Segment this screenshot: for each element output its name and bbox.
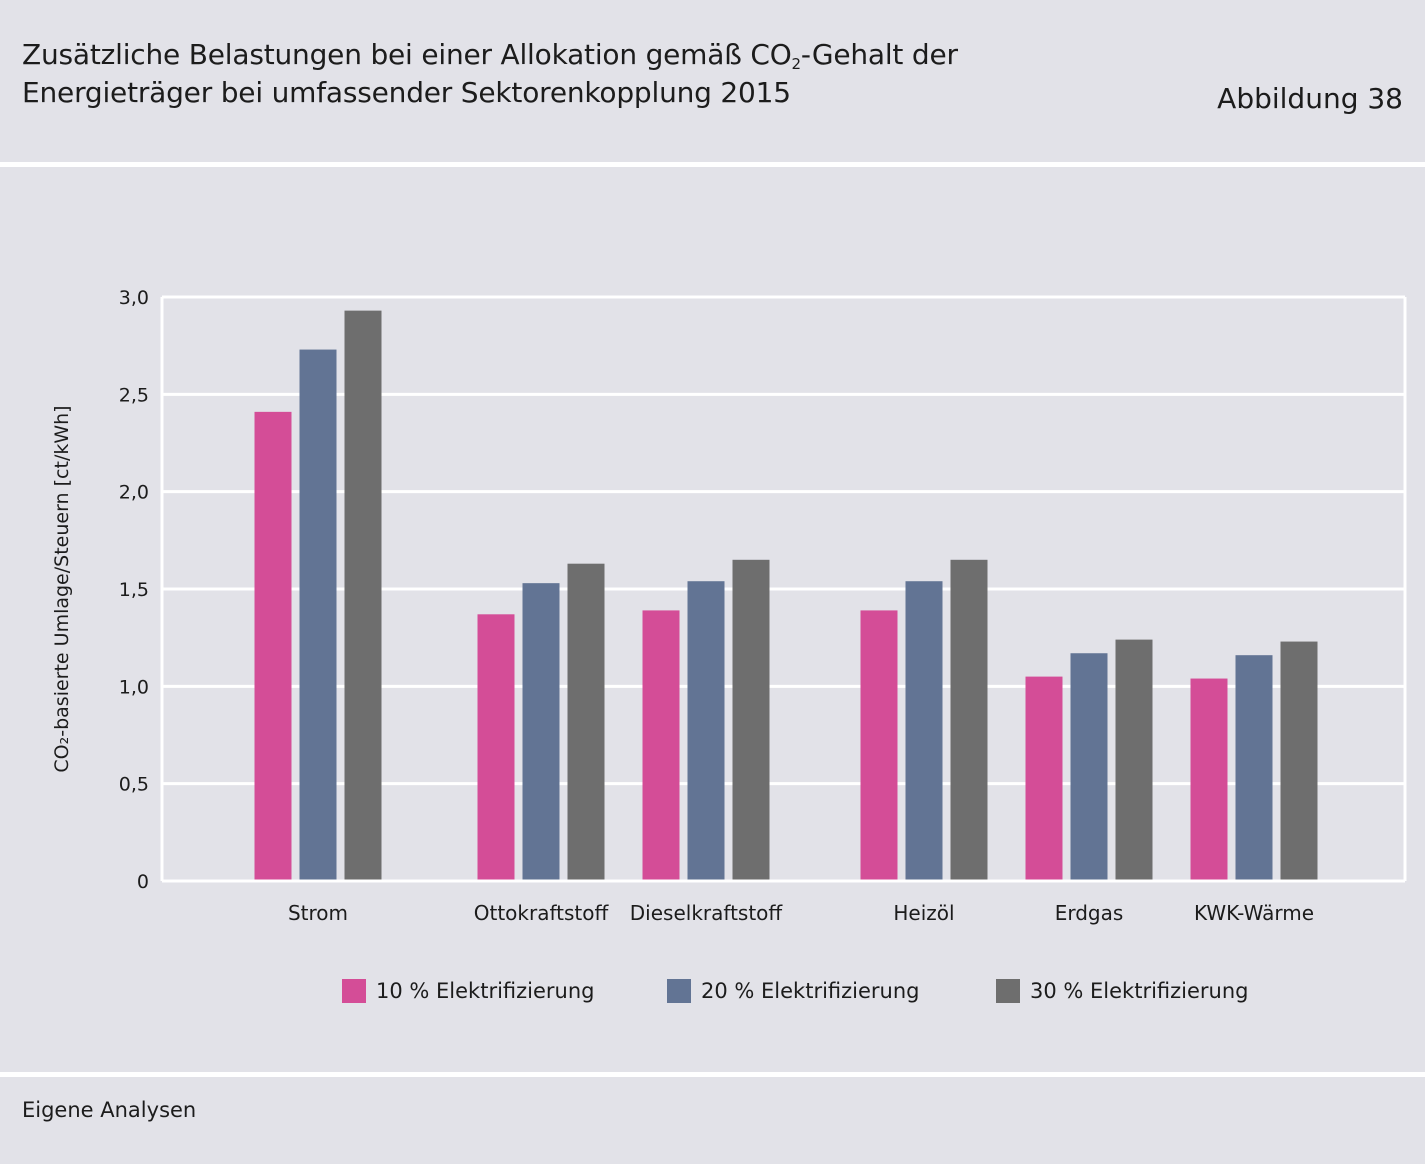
bar-kwk-wärme-series-1 [1190, 678, 1228, 880]
bar-erdgas-series-3 [1115, 639, 1153, 880]
legend-label: 20 % Elektrifizierung [701, 979, 920, 1003]
bar-strom-series-3 [344, 310, 382, 880]
y-tick-label: 0 [137, 871, 149, 893]
bar-chart: 0 0,5 1,0 1,5 2,0 2,5 3,0 CO₂-basierte Umlage/S… [51, 287, 1407, 925]
bar-heizöl-series-3 [950, 559, 988, 880]
legend-item: 10 % Elektrifizierung [342, 979, 595, 1003]
bar-heizöl-series-1 [860, 610, 898, 880]
legend-label: 10 % Elektrifizierung [376, 979, 595, 1003]
bar-ottokraftstoff-series-3 [567, 563, 605, 880]
figure-header: Zusätzliche Belastungen bei einer Alloka… [0, 0, 1425, 162]
x-category-label: KWK-Wärme [1194, 901, 1314, 925]
y-tick-label: 2,0 [119, 482, 149, 504]
bar-strom-series-1 [254, 411, 292, 880]
x-category-label: Ottokraftstoff [474, 901, 610, 925]
bar-heizöl-series-2 [905, 581, 943, 880]
legend-swatch [342, 979, 366, 1003]
figure-title: Zusätzliche Belastungen bei einer Alloka… [22, 36, 958, 112]
y-axis-title: CO₂-basierte Umlage/Steuern [ct/kWh] [51, 405, 73, 772]
bar-kwk-wärme-series-2 [1235, 655, 1273, 880]
bar-strom-series-2 [299, 349, 337, 880]
legend-swatch [667, 979, 691, 1003]
bar-dieselkraftstoff-series-1 [642, 610, 680, 880]
figure-number: Abbildung 38 [1217, 82, 1403, 115]
y-tick-label: 1,0 [119, 676, 149, 698]
y-tick-label: 3,0 [119, 287, 149, 309]
bar-erdgas-series-2 [1070, 653, 1108, 880]
bottom-divider [0, 1072, 1425, 1077]
y-tick-label: 1,5 [119, 579, 149, 601]
bar-dieselkraftstoff-series-3 [732, 559, 770, 880]
y-tick-label: 2,5 [119, 384, 149, 406]
source-note: Eigene Analysen [22, 1098, 197, 1122]
title-line-1: Zusätzliche Belastungen bei einer Alloka… [22, 36, 958, 74]
chart-legend: 10 % Elektrifizierung 20 % Elektrifizieru… [0, 979, 1425, 1009]
bar-erdgas-series-1 [1025, 676, 1063, 880]
bar-dieselkraftstoff-series-2 [687, 581, 725, 880]
x-category-label: Strom [288, 901, 348, 925]
x-category-label: Heizöl [893, 901, 954, 925]
legend-swatch [996, 979, 1020, 1003]
x-category-label: Dieselkraftstoff [630, 901, 784, 925]
bar-ottokraftstoff-series-1 [477, 614, 515, 880]
title-line-2: Energieträger bei umfassender Sektorenko… [22, 76, 791, 109]
chart-area: 0 0,5 1,0 1,5 2,0 2,5 3,0 CO₂-basierte Umlage/S… [0, 167, 1425, 1072]
title-line-1-part-b: -Gehalt der [800, 38, 958, 71]
bar-ottokraftstoff-series-2 [522, 583, 560, 880]
legend-label: 30 % Elektrifizierung [1030, 979, 1249, 1003]
title-line-1-part-a: Zusätzliche Belastungen bei einer Alloka… [22, 38, 792, 71]
bar-kwk-wärme-series-3 [1280, 641, 1318, 880]
title-subscript: 2 [791, 55, 802, 73]
x-category-label: Erdgas [1055, 901, 1124, 925]
y-tick-label: 0,5 [119, 774, 149, 796]
legend-item: 30 % Elektrifizierung [996, 979, 1249, 1003]
legend-item: 20 % Elektrifizierung [667, 979, 920, 1003]
top-divider [0, 162, 1425, 167]
